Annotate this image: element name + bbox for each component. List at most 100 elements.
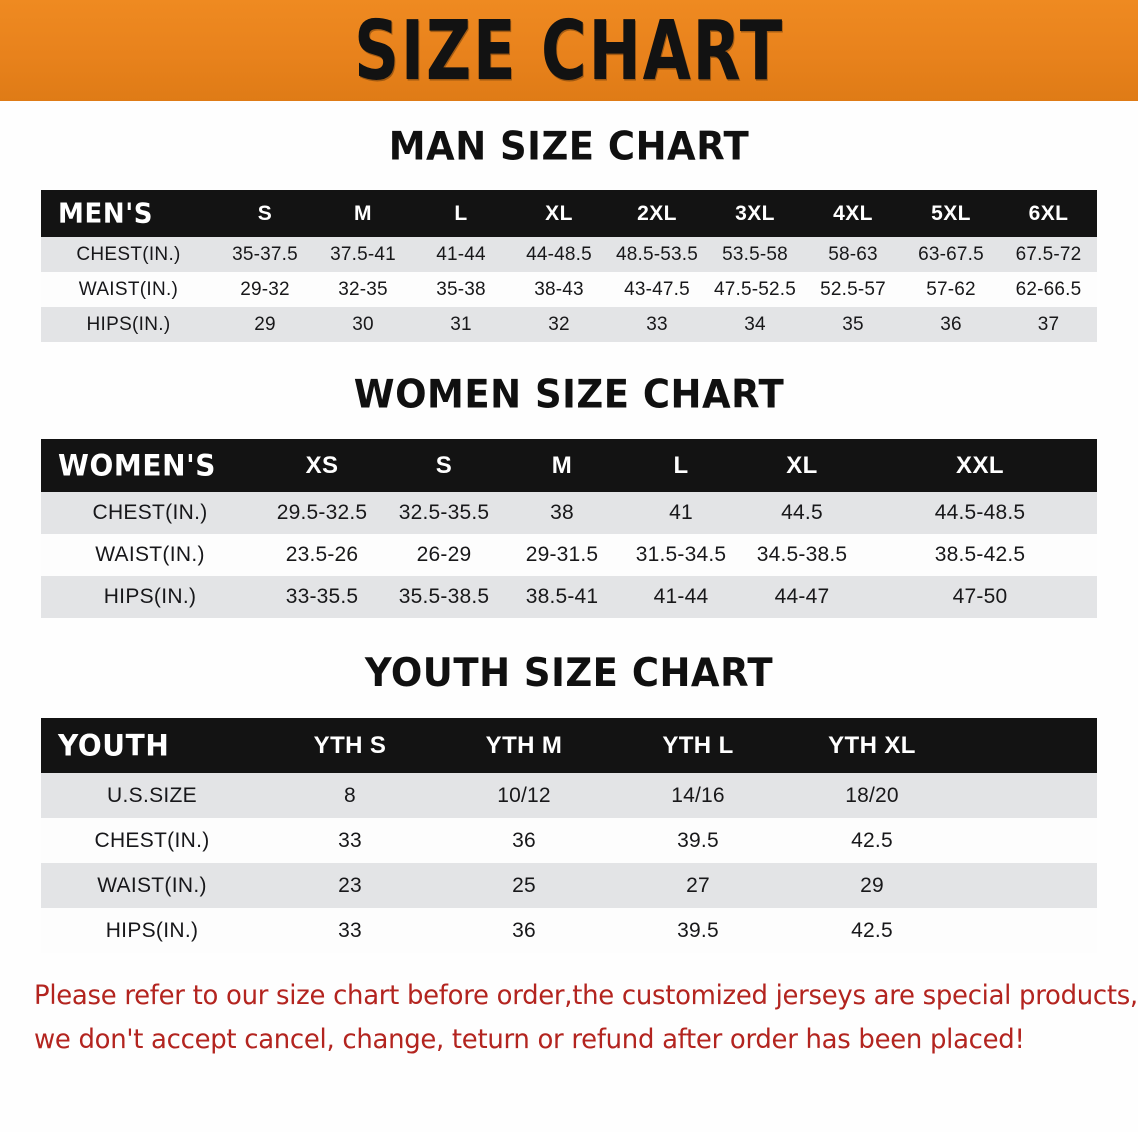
women-col-l: L bbox=[673, 451, 689, 479]
man-section-title: MAN SIZE CHART bbox=[388, 123, 750, 170]
table-row: HIPS(IN.) 33-35.5 35.5-38.5 38.5-41 41-4… bbox=[41, 576, 1097, 618]
youth-ussize-yth-m: 10/12 bbox=[497, 783, 551, 807]
table-header-row: YOUTH YTH S YTH M YTH L YTH XL bbox=[41, 718, 1097, 773]
table-row: HIPS(IN.) 33 36 39.5 42.5 bbox=[41, 908, 1097, 953]
man-col-2xl: 2XL bbox=[637, 201, 677, 225]
man-col-3xl: 3XL bbox=[735, 201, 775, 225]
table-row: CHEST(IN.) 35-37.5 37.5-41 41-44 44-48.5… bbox=[41, 237, 1097, 272]
women-waist-xs: 23.5-26 bbox=[285, 543, 359, 566]
table-row: CHEST(IN.) 29.5-32.5 32.5-35.5 38 41 44.… bbox=[41, 492, 1097, 534]
man-waist-xl: 38-43 bbox=[534, 278, 584, 300]
youth-corner-label: YOUTH bbox=[58, 728, 170, 763]
disclaimer-line-1: Please refer to our size chart before or… bbox=[34, 980, 1138, 1011]
man-waist-l: 35-38 bbox=[436, 278, 486, 300]
youth-hips-empty bbox=[959, 908, 1097, 953]
youth-waist-yth-s: 23 bbox=[338, 873, 362, 897]
man-col-l: L bbox=[454, 201, 468, 225]
table-row: WAIST(IN.) 23.5-26 26-29 29-31.5 31.5-34… bbox=[41, 534, 1097, 576]
youth-row-label-waist: WAIST(IN.) bbox=[97, 873, 207, 897]
man-size-table: MEN'S S M L XL 2XL 3XL 4XL 5XL 6XL CHEST… bbox=[41, 190, 1097, 342]
man-size-table-wrap: MEN'S S M L XL 2XL 3XL 4XL 5XL 6XL CHEST… bbox=[0, 190, 1138, 342]
youth-ussize-empty bbox=[959, 773, 1097, 818]
man-waist-4xl: 52.5-57 bbox=[820, 278, 886, 300]
man-table-body: CHEST(IN.) 35-37.5 37.5-41 41-44 44-48.5… bbox=[41, 237, 1097, 342]
women-col-m: M bbox=[551, 451, 573, 479]
women-table-head: WOMEN'S XS S M L XL XXL bbox=[41, 439, 1097, 492]
man-hips-2xl: 33 bbox=[646, 313, 668, 335]
man-col-m: M bbox=[354, 201, 372, 225]
man-col-4xl: 4XL bbox=[833, 201, 873, 225]
women-hips-s: 35.5-38.5 bbox=[398, 585, 490, 608]
youth-chest-yth-l: 39.5 bbox=[677, 828, 719, 852]
man-table-head: MEN'S S M L XL 2XL 3XL 4XL 5XL 6XL bbox=[41, 190, 1097, 237]
youth-waist-yth-xl: 29 bbox=[860, 873, 884, 897]
man-waist-3xl: 47.5-52.5 bbox=[713, 278, 797, 300]
women-size-table-wrap: WOMEN'S XS S M L XL XXL CHEST(IN.) 29.5-… bbox=[0, 439, 1138, 618]
women-row-label-chest: CHEST(IN.) bbox=[92, 501, 208, 524]
youth-ussize-yth-s: 8 bbox=[344, 783, 356, 807]
man-col-5xl: 5XL bbox=[931, 201, 971, 225]
youth-size-table-wrap: YOUTH YTH S YTH M YTH L YTH XL U.S.SIZE … bbox=[0, 718, 1138, 953]
women-section-title: WOMEN SIZE CHART bbox=[353, 371, 785, 418]
women-waist-xxl: 38.5-42.5 bbox=[934, 543, 1026, 566]
man-chest-3xl: 53.5-58 bbox=[722, 243, 788, 265]
page-title: SIZE CHART bbox=[354, 2, 784, 99]
table-row: CHEST(IN.) 33 36 39.5 42.5 bbox=[41, 818, 1097, 863]
youth-chest-yth-s: 33 bbox=[338, 828, 362, 852]
youth-hips-yth-s: 33 bbox=[338, 918, 362, 942]
youth-ussize-yth-xl: 18/20 bbox=[845, 783, 899, 807]
youth-hips-yth-xl: 42.5 bbox=[851, 918, 893, 942]
women-row-label-waist: WAIST(IN.) bbox=[95, 543, 205, 566]
youth-col-yth-xl: YTH XL bbox=[828, 731, 916, 759]
man-hips-4xl: 35 bbox=[842, 313, 864, 335]
youth-waist-yth-m: 25 bbox=[512, 873, 536, 897]
man-row-label-hips: HIPS(IN.) bbox=[86, 313, 171, 335]
youth-chest-yth-m: 36 bbox=[512, 828, 536, 852]
table-row: WAIST(IN.) 23 25 27 29 bbox=[41, 863, 1097, 908]
women-table-body: CHEST(IN.) 29.5-32.5 32.5-35.5 38 41 44.… bbox=[41, 492, 1097, 618]
women-chest-xl: 44.5 bbox=[781, 501, 823, 524]
page-banner: SIZE CHART bbox=[0, 0, 1138, 101]
youth-chest-empty bbox=[959, 818, 1097, 863]
youth-table-body: U.S.SIZE 8 10/12 14/16 18/20 CHEST(IN.) … bbox=[41, 773, 1097, 953]
man-chest-s: 35-37.5 bbox=[232, 243, 298, 265]
youth-waist-empty bbox=[959, 863, 1097, 908]
man-hips-xl: 32 bbox=[548, 313, 570, 335]
women-chest-m: 38 bbox=[550, 501, 574, 524]
youth-waist-yth-l: 27 bbox=[686, 873, 710, 897]
women-col-xs: XS bbox=[305, 451, 339, 479]
man-hips-s: 29 bbox=[254, 313, 276, 335]
women-col-xxl: XXL bbox=[956, 451, 1004, 479]
man-hips-m: 30 bbox=[352, 313, 374, 335]
women-size-table: WOMEN'S XS S M L XL XXL CHEST(IN.) 29.5-… bbox=[41, 439, 1097, 618]
man-chest-xl: 44-48.5 bbox=[526, 243, 592, 265]
table-row: HIPS(IN.) 29 30 31 32 33 34 35 36 37 bbox=[41, 307, 1097, 342]
youth-col-empty bbox=[959, 718, 1097, 773]
man-col-6xl: 6XL bbox=[1028, 201, 1069, 225]
women-chest-l: 41 bbox=[669, 501, 693, 524]
youth-col-yth-m: YTH M bbox=[485, 731, 563, 759]
women-chest-s: 32.5-35.5 bbox=[398, 501, 490, 524]
youth-hips-yth-m: 36 bbox=[512, 918, 536, 942]
table-header-row: MEN'S S M L XL 2XL 3XL 4XL 5XL 6XL bbox=[41, 190, 1097, 237]
women-waist-l: 31.5-34.5 bbox=[635, 543, 727, 566]
man-waist-s: 29-32 bbox=[240, 278, 290, 300]
man-row-label-waist: WAIST(IN.) bbox=[78, 278, 179, 300]
man-chest-m: 37.5-41 bbox=[330, 243, 396, 265]
women-waist-m: 29-31.5 bbox=[525, 543, 599, 566]
youth-row-label-chest: CHEST(IN.) bbox=[94, 828, 210, 852]
women-waist-xl: 34.5-38.5 bbox=[756, 543, 848, 566]
man-hips-6xl: 37 bbox=[1037, 313, 1060, 335]
women-col-s: S bbox=[435, 451, 453, 479]
women-col-xl: XL bbox=[786, 451, 818, 479]
man-chest-l: 41-44 bbox=[436, 243, 486, 265]
women-hips-xl: 44-47 bbox=[774, 585, 830, 608]
man-col-s: S bbox=[257, 201, 273, 225]
man-waist-5xl: 57-62 bbox=[926, 278, 976, 300]
man-hips-l: 31 bbox=[450, 313, 472, 335]
man-waist-6xl: 62-66.5 bbox=[1015, 278, 1082, 300]
disclaimer-line-2: we don't accept cancel, change, teturn o… bbox=[34, 1024, 1025, 1055]
youth-hips-yth-l: 39.5 bbox=[677, 918, 719, 942]
table-row: U.S.SIZE 8 10/12 14/16 18/20 bbox=[41, 773, 1097, 818]
man-chest-4xl: 58-63 bbox=[828, 243, 878, 265]
